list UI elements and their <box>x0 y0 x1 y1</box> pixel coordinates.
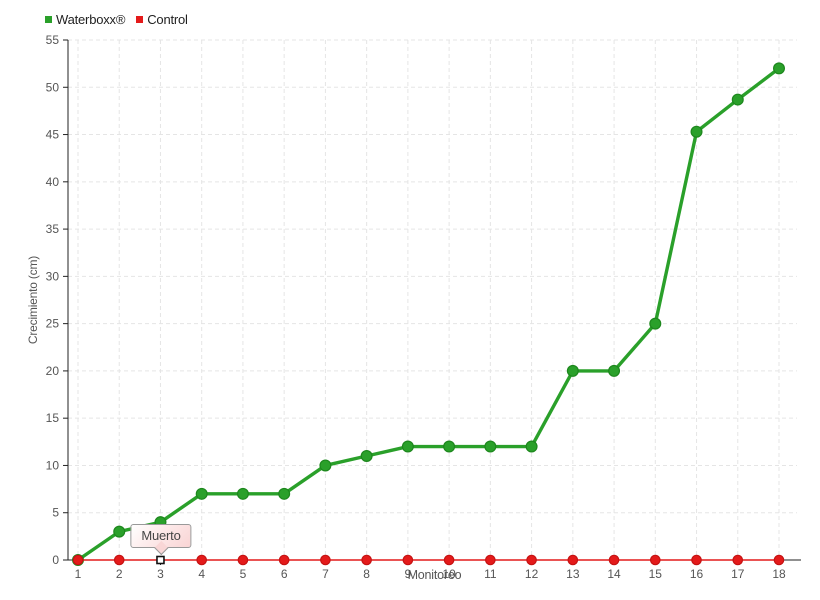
svg-text:1: 1 <box>75 567 82 581</box>
svg-text:10: 10 <box>442 567 456 581</box>
data-point-control-9[interactable] <box>402 554 414 566</box>
svg-text:5: 5 <box>52 506 59 520</box>
legend-label-waterboxx: Waterboxx® <box>56 12 126 27</box>
data-point-waterboxx-14[interactable] <box>608 364 621 377</box>
svg-text:14: 14 <box>607 567 621 581</box>
data-point-control-6[interactable] <box>278 554 290 566</box>
svg-text:30: 30 <box>46 269 60 283</box>
data-point-waterboxx-5[interactable] <box>236 487 249 500</box>
svg-text:15: 15 <box>649 567 663 581</box>
data-point-control-1[interactable] <box>72 554 84 566</box>
data-point-waterboxx-16[interactable] <box>690 125 703 138</box>
svg-text:5: 5 <box>240 567 247 581</box>
svg-text:55: 55 <box>46 33 60 47</box>
svg-text:3: 3 <box>157 567 164 581</box>
svg-text:2: 2 <box>116 567 123 581</box>
waterboxx-swatch-icon <box>45 16 52 23</box>
data-point-control-7[interactable] <box>320 554 331 566</box>
data-point-waterboxx-15[interactable] <box>649 317 662 330</box>
data-point-waterboxx-13[interactable] <box>566 364 579 377</box>
svg-text:35: 35 <box>46 222 60 236</box>
data-point-control-14[interactable] <box>608 554 620 566</box>
data-point-waterboxx-11[interactable] <box>484 440 497 453</box>
svg-text:40: 40 <box>46 175 60 189</box>
svg-text:10: 10 <box>46 458 60 472</box>
svg-text:13: 13 <box>566 567 580 581</box>
muerto-tooltip: Muerto <box>130 524 192 548</box>
chart-legend: Waterboxx® Control <box>45 12 188 27</box>
svg-text:8: 8 <box>363 567 370 581</box>
svg-text:12: 12 <box>525 567 539 581</box>
data-point-waterboxx-18[interactable] <box>772 62 785 75</box>
svg-text:9: 9 <box>405 567 412 581</box>
x-axis-title: Monitoreo <box>407 568 462 582</box>
svg-text:18: 18 <box>772 567 786 581</box>
svg-text:25: 25 <box>46 317 60 331</box>
data-point-waterboxx-4[interactable] <box>195 487 208 500</box>
data-point-waterboxx-6[interactable] <box>278 487 291 500</box>
data-point-control-2[interactable] <box>113 554 125 566</box>
svg-text:11: 11 <box>484 567 497 581</box>
y-axis-title: Crecimiento (cm) <box>26 255 40 345</box>
series-control <box>72 554 785 566</box>
svg-text:7: 7 <box>322 567 329 581</box>
data-point-control-8[interactable] <box>361 554 372 566</box>
legend-item-control[interactable]: Control <box>136 12 188 27</box>
svg-text:17: 17 <box>731 567 745 581</box>
data-point-control-16[interactable] <box>691 554 702 566</box>
data-point-control-18[interactable] <box>773 554 785 566</box>
svg-text:16: 16 <box>690 567 704 581</box>
series-waterboxx <box>71 62 785 566</box>
control-swatch-icon <box>136 16 144 23</box>
data-point-control-17[interactable] <box>732 554 744 566</box>
data-point-control-11[interactable] <box>485 554 496 566</box>
data-point-control-12[interactable] <box>526 554 537 566</box>
svg-text:50: 50 <box>46 80 60 94</box>
data-point-waterboxx-7[interactable] <box>319 459 332 472</box>
axes <box>67 40 801 561</box>
data-point-waterboxx-8[interactable] <box>360 450 373 463</box>
legend-label-control: Control <box>147 12 188 27</box>
legend-item-waterboxx[interactable]: Waterboxx® <box>45 12 125 27</box>
data-point-control-5[interactable] <box>237 554 249 566</box>
svg-text:0: 0 <box>52 553 59 567</box>
data-point-waterboxx-2[interactable] <box>113 525 126 538</box>
svg-text:15: 15 <box>46 411 60 425</box>
selected-data-point-control-3[interactable] <box>156 555 165 565</box>
gridlines <box>68 39 797 560</box>
data-point-waterboxx-9[interactable] <box>401 440 414 453</box>
data-point-waterboxx-12[interactable] <box>525 440 538 453</box>
data-point-control-15[interactable] <box>649 554 661 566</box>
data-point-control-4[interactable] <box>196 554 208 566</box>
data-point-control-10[interactable] <box>443 554 455 566</box>
data-point-waterboxx-17[interactable] <box>731 93 744 106</box>
svg-text:45: 45 <box>46 128 60 142</box>
data-point-waterboxx-10[interactable] <box>443 440 456 453</box>
svg-text:6: 6 <box>281 567 288 581</box>
svg-text:20: 20 <box>46 364 60 378</box>
data-point-control-13[interactable] <box>567 554 579 566</box>
svg-text:4: 4 <box>198 567 205 581</box>
